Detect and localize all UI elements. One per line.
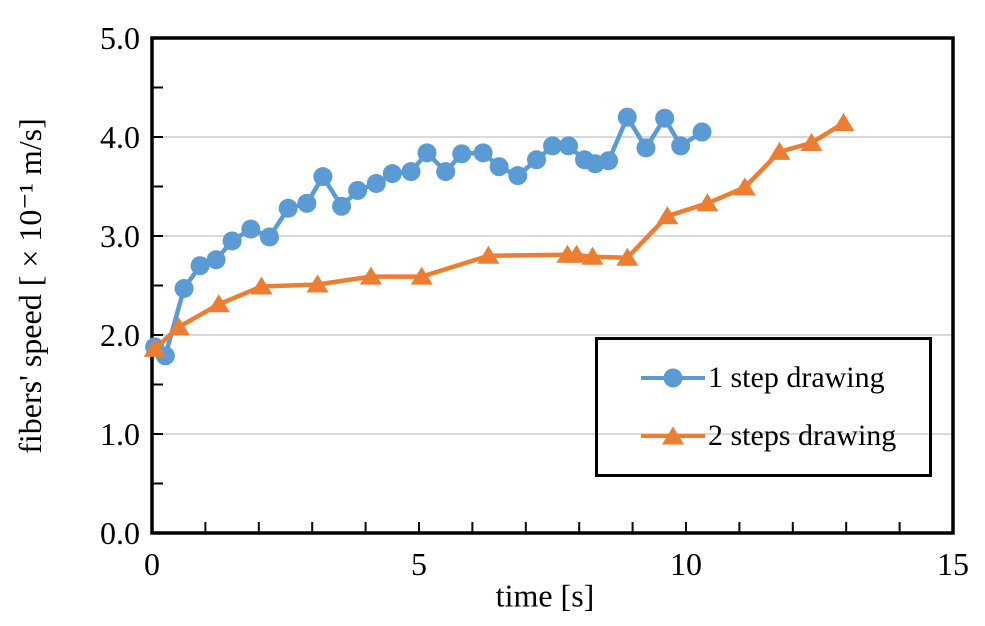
data-point-circle: [526, 150, 546, 170]
y-tick-label: 4.0: [100, 119, 140, 155]
data-point-circle: [382, 164, 402, 184]
triangle-marker-icon: [641, 426, 705, 445]
x-tick-labels: 0 5 10 15: [144, 546, 969, 582]
y-tick-label: 0.0: [100, 515, 140, 551]
axis-ticks: [152, 86, 901, 533]
series-2-steps-drawing: [143, 113, 855, 357]
y-axis-title: fibers' speed [ × 10⁻¹ m/s]: [12, 118, 48, 454]
data-point-circle: [259, 227, 279, 247]
data-point-triangle: [207, 294, 230, 313]
data-point-circle: [559, 136, 579, 156]
y-tick-label: 2.0: [100, 317, 140, 353]
y-tick-label: 1.0: [100, 416, 140, 452]
data-point-circle: [278, 198, 298, 218]
circle-marker-icon: [641, 368, 705, 388]
data-point-circle: [436, 162, 456, 182]
data-point-circle: [599, 151, 619, 171]
data-point-triangle: [696, 193, 719, 212]
x-tick-label: 10: [670, 546, 702, 582]
data-point-triangle: [832, 113, 855, 132]
data-point-circle: [366, 174, 386, 194]
data-point-circle: [206, 250, 226, 270]
data-point-circle: [313, 167, 333, 187]
data-point-circle: [417, 143, 437, 163]
data-point-circle: [348, 180, 368, 200]
y-tick-labels: 0.0 1.0 2.0 3.0 4.0 5.0: [100, 20, 140, 551]
data-point-triangle: [143, 338, 166, 357]
data-point-triangle: [656, 206, 679, 225]
data-point-circle: [241, 219, 261, 239]
data-point-circle: [222, 231, 242, 251]
data-point-triangle: [306, 274, 329, 293]
legend-entry-1-step-drawing: 1 step drawing: [640, 356, 929, 400]
data-point-circle: [473, 143, 493, 163]
data-point-circle: [401, 162, 421, 182]
data-point-circle: [617, 107, 637, 127]
data-point-triangle: [768, 141, 791, 160]
data-point-triangle: [410, 266, 433, 285]
data-point-circle: [543, 136, 562, 156]
data-point-circle: [508, 166, 528, 186]
data-point-triangle: [800, 132, 823, 151]
data-point-circle: [692, 122, 712, 142]
y-tick-label: 5.0: [100, 20, 140, 56]
data-point-circle: [655, 108, 675, 128]
data-point-triangle: [733, 177, 756, 196]
x-tick-label: 0: [144, 546, 160, 582]
data-point-triangle: [359, 266, 382, 285]
data-point-triangle: [581, 246, 604, 265]
data-point-circle: [190, 256, 210, 276]
data-point-triangle: [250, 276, 273, 295]
x-axis-title: time [s]: [495, 577, 595, 614]
legend-label-2-steps-drawing: 2 steps drawing: [708, 419, 897, 452]
data-point-circle: [636, 138, 656, 158]
data-point-triangle: [565, 244, 588, 263]
data-point-circle: [174, 278, 194, 298]
data-point-circle: [671, 136, 691, 156]
data-point-circle: [489, 157, 509, 177]
legend: 1 step drawing 2 steps drawing: [595, 337, 932, 477]
data-point-circle: [452, 144, 472, 164]
y-tick-label: 3.0: [100, 218, 140, 254]
x-tick-label: 15: [937, 546, 969, 582]
data-point-triangle: [616, 247, 639, 266]
data-point-triangle: [477, 245, 500, 264]
data-point-triangle: [167, 317, 190, 336]
data-point-circle: [332, 196, 352, 216]
legend-entry-2-steps-drawing: 2 steps drawing: [640, 414, 929, 458]
data-point-circle: [297, 193, 317, 213]
x-tick-label: 5: [411, 546, 427, 582]
legend-label-1-step-drawing: 1 step drawing: [708, 361, 885, 394]
